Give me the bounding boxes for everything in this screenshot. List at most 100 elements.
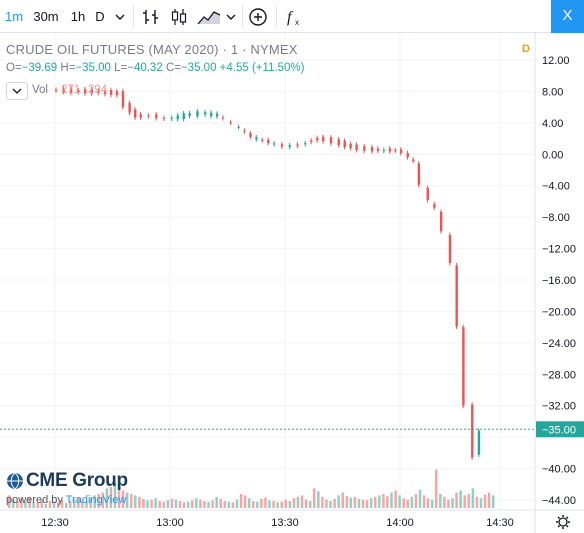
time-axis: 12:30 13:00 13:30 14:00 14:30 xyxy=(41,515,570,529)
volume-bar xyxy=(268,500,271,508)
volume-bar xyxy=(8,495,11,508)
volume-bar xyxy=(142,498,145,508)
volume-bar xyxy=(353,496,357,508)
volume-bar xyxy=(471,488,475,508)
volume-bar xyxy=(199,499,202,508)
volume-bar xyxy=(52,501,56,508)
volume-bar xyxy=(20,498,23,508)
candle-body xyxy=(355,144,358,151)
volume-bar xyxy=(56,502,60,508)
volume-bar xyxy=(300,495,304,508)
volume-bar xyxy=(81,500,84,508)
volume-bar xyxy=(422,495,426,508)
candle-body xyxy=(343,140,346,147)
candle-body xyxy=(139,114,142,118)
volume-bar xyxy=(479,498,483,508)
legend-sep: = xyxy=(68,62,76,74)
y-tick-label: −28.00 xyxy=(542,369,576,381)
volume-bar xyxy=(426,498,430,508)
area-chart-icon[interactable] xyxy=(196,6,222,28)
candles-icon[interactable] xyxy=(168,6,190,28)
volume-bar xyxy=(321,496,324,508)
volume-bar xyxy=(394,490,397,508)
volume-bar xyxy=(235,499,239,508)
x-tick-label: 13:30 xyxy=(271,517,299,529)
candle-body xyxy=(237,126,240,128)
candle-body xyxy=(261,139,264,141)
symbol-title[interactable]: CRUDE OIL FUTURES (MAY 2020) · 1 · NYMEX xyxy=(6,42,298,57)
interval-d[interactable]: D xyxy=(95,9,105,24)
interval-1m[interactable]: 1m xyxy=(4,9,24,24)
volume-label: Vol xyxy=(32,84,48,96)
volume-bar xyxy=(231,502,235,508)
low-value: −40.32 xyxy=(127,62,163,74)
add-indicator-icon[interactable] xyxy=(247,6,269,28)
volume-bar xyxy=(40,500,44,508)
x-tick-label: 14:30 xyxy=(486,517,514,529)
volume-bar xyxy=(447,499,450,508)
candle-body xyxy=(337,139,340,146)
volume-bar xyxy=(451,498,454,508)
volume-bar xyxy=(459,490,462,508)
candle-body xyxy=(455,265,458,327)
volume-bar xyxy=(207,501,210,508)
interval-1h[interactable]: 1h xyxy=(70,9,86,24)
volume-bar xyxy=(60,499,64,508)
volume-bar xyxy=(191,500,194,508)
chevron-down-icon[interactable] xyxy=(224,0,238,33)
candle-body xyxy=(439,211,443,232)
volume-bar xyxy=(174,499,178,508)
candle-body xyxy=(170,117,174,119)
volume-bar xyxy=(329,501,332,508)
volume-bar xyxy=(48,501,52,508)
volume-bar xyxy=(247,498,251,508)
chevron-down-icon[interactable] xyxy=(112,0,128,33)
globe-icon xyxy=(7,472,23,490)
volume-bar xyxy=(467,494,471,508)
volume-bar xyxy=(430,499,434,508)
candle-body xyxy=(162,117,166,119)
toolbar-divider xyxy=(133,6,134,27)
volume-bar xyxy=(386,496,389,508)
volume-bar xyxy=(178,501,182,508)
candle-body xyxy=(329,137,333,144)
candle-body xyxy=(477,430,481,455)
collapse-legend-button[interactable] xyxy=(6,82,28,100)
candle-body xyxy=(147,115,150,117)
volume-bar xyxy=(369,498,373,508)
candle-body xyxy=(388,148,392,152)
volume-bar xyxy=(215,496,218,508)
volume-bar xyxy=(182,502,186,508)
y-tick-label: −32.00 xyxy=(542,401,576,413)
settings-gear-icon xyxy=(556,515,570,529)
volume-bar xyxy=(260,498,263,508)
y-tick-label: −12.00 xyxy=(542,244,576,256)
volume-bar xyxy=(374,496,377,508)
candle-body xyxy=(255,137,258,140)
candle-body xyxy=(288,145,292,148)
toolbar-divider xyxy=(242,6,243,27)
bar-style-icon[interactable] xyxy=(140,6,162,28)
y-tick-label: −4.00 xyxy=(542,181,570,193)
powered-by[interactable]: powered by TradingView xyxy=(6,494,126,506)
candle-body xyxy=(176,115,180,120)
x-tick-label: 13:00 xyxy=(156,517,184,529)
volume-bar xyxy=(304,499,308,508)
candle-body xyxy=(471,404,474,458)
volume-bar xyxy=(475,496,479,508)
candle-body xyxy=(90,89,93,94)
svg-text:x: x xyxy=(295,18,299,27)
interval-30m[interactable]: 30m xyxy=(33,9,59,24)
close-button[interactable]: X xyxy=(551,0,584,33)
low-label: L xyxy=(114,62,121,74)
volume-bar xyxy=(341,492,344,508)
candle-body xyxy=(349,143,352,149)
price-axis: 12.00 8.00 4.00 0.00 −4.00 −8.00 −12.00 −16.00 −… xyxy=(542,55,576,507)
volume-bar xyxy=(418,489,422,508)
function-icon[interactable]: f x xyxy=(283,6,305,28)
candle-body xyxy=(426,188,429,201)
volume-bar xyxy=(32,502,35,508)
volume-bar xyxy=(487,492,491,508)
price-chart[interactable]: −35.00 12.00 8.00 4.00 0.00 −4.00 −8.00 −12.00… xyxy=(0,33,584,533)
volume-bar xyxy=(243,495,247,508)
